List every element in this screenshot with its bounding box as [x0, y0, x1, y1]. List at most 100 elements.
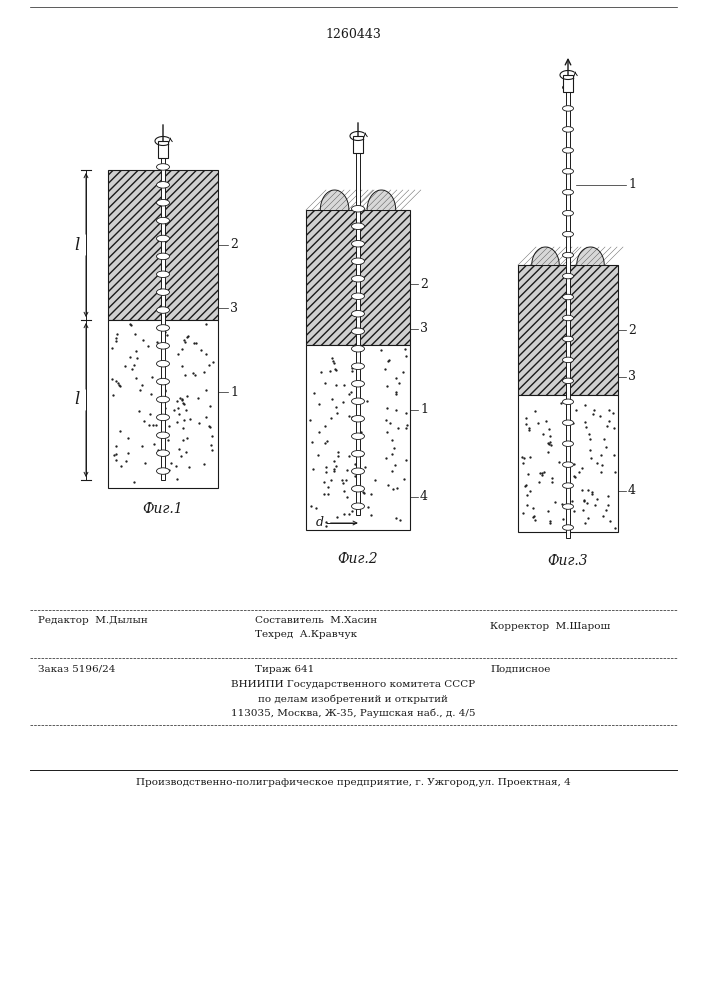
Ellipse shape: [563, 127, 573, 132]
Text: ВНИИПИ Государственного комитета СССР: ВНИИПИ Государственного комитета СССР: [231, 680, 475, 689]
Ellipse shape: [351, 450, 365, 457]
Ellipse shape: [351, 258, 365, 264]
Ellipse shape: [156, 325, 170, 331]
Ellipse shape: [563, 420, 573, 426]
Text: Фиг.3: Фиг.3: [548, 554, 588, 568]
Ellipse shape: [351, 223, 365, 230]
Ellipse shape: [563, 483, 573, 488]
Text: Тираж 641: Тираж 641: [255, 665, 314, 674]
Ellipse shape: [563, 378, 573, 384]
Ellipse shape: [351, 503, 365, 510]
Ellipse shape: [351, 328, 365, 334]
Bar: [563, 75, 573, 92]
Bar: [306, 210, 410, 345]
Text: 2: 2: [230, 238, 238, 251]
Ellipse shape: [563, 169, 573, 174]
Bar: [353, 136, 363, 153]
Ellipse shape: [563, 294, 573, 300]
Text: по делам изобретений и открытий: по делам изобретений и открытий: [258, 694, 448, 704]
Ellipse shape: [351, 398, 365, 404]
Ellipse shape: [563, 315, 573, 321]
Ellipse shape: [563, 273, 573, 279]
Ellipse shape: [563, 357, 573, 363]
Text: Заказ 5196/24: Заказ 5196/24: [38, 665, 115, 674]
Text: 113035, Москва, Ж-35, Раушская наб., д. 4/5: 113035, Москва, Ж-35, Раушская наб., д. …: [230, 708, 475, 718]
Ellipse shape: [351, 468, 365, 475]
Bar: [158, 141, 168, 158]
Ellipse shape: [563, 106, 573, 111]
Ellipse shape: [351, 433, 365, 440]
Text: Составитель  М.Хасин: Составитель М.Хасин: [255, 616, 377, 625]
Ellipse shape: [563, 85, 573, 90]
Text: Производственно-полиграфическое предприятие, г. Ужгород,ул. Проектная, 4: Производственно-полиграфическое предприя…: [136, 778, 571, 787]
Ellipse shape: [351, 346, 365, 352]
Text: 1: 1: [420, 403, 428, 416]
Bar: [518, 395, 618, 532]
Text: 1: 1: [230, 385, 238, 398]
Ellipse shape: [351, 275, 365, 282]
Ellipse shape: [156, 307, 170, 313]
Text: 2: 2: [628, 324, 636, 336]
Polygon shape: [577, 247, 604, 265]
Bar: [108, 320, 218, 488]
Text: d: d: [316, 516, 324, 530]
Text: 4: 4: [420, 490, 428, 503]
Ellipse shape: [156, 199, 170, 206]
Ellipse shape: [563, 525, 573, 530]
Polygon shape: [320, 190, 349, 210]
Text: 2: 2: [420, 278, 428, 291]
Ellipse shape: [563, 399, 573, 405]
Text: 3: 3: [628, 370, 636, 383]
Ellipse shape: [156, 217, 170, 224]
Text: Фиг.1: Фиг.1: [143, 502, 183, 516]
Ellipse shape: [563, 190, 573, 195]
Ellipse shape: [351, 416, 365, 422]
Ellipse shape: [563, 210, 573, 216]
Ellipse shape: [351, 293, 365, 300]
Ellipse shape: [563, 441, 573, 446]
Ellipse shape: [351, 380, 365, 387]
Ellipse shape: [156, 253, 170, 260]
Bar: [306, 345, 410, 530]
Ellipse shape: [156, 271, 170, 278]
Text: Корректор  М.Шарош: Корректор М.Шарош: [490, 622, 610, 631]
Ellipse shape: [351, 310, 365, 317]
Ellipse shape: [156, 235, 170, 242]
Bar: [518, 265, 618, 395]
Polygon shape: [367, 190, 396, 210]
Ellipse shape: [563, 336, 573, 342]
Ellipse shape: [351, 363, 365, 369]
Ellipse shape: [156, 289, 170, 295]
Text: 1260443: 1260443: [325, 28, 381, 41]
Bar: [161, 158, 165, 480]
Ellipse shape: [156, 164, 170, 170]
Bar: [356, 153, 360, 515]
Ellipse shape: [563, 504, 573, 509]
Ellipse shape: [351, 486, 365, 492]
Ellipse shape: [351, 240, 365, 247]
Ellipse shape: [156, 378, 170, 385]
Ellipse shape: [156, 414, 170, 421]
Ellipse shape: [563, 231, 573, 237]
Polygon shape: [532, 247, 559, 265]
Text: 3: 3: [420, 322, 428, 336]
Ellipse shape: [156, 396, 170, 403]
Text: l: l: [75, 391, 80, 408]
Ellipse shape: [563, 252, 573, 258]
Text: 3: 3: [230, 302, 238, 314]
Text: 4: 4: [628, 484, 636, 497]
Ellipse shape: [156, 343, 170, 349]
Bar: [108, 170, 218, 320]
Bar: [566, 75, 570, 538]
Ellipse shape: [156, 432, 170, 439]
Ellipse shape: [156, 468, 170, 474]
Text: 1: 1: [628, 178, 636, 192]
Text: l: l: [75, 236, 80, 253]
Ellipse shape: [563, 148, 573, 153]
Text: Техред  А.Кравчук: Техред А.Кравчук: [255, 630, 357, 639]
Ellipse shape: [156, 450, 170, 456]
Text: Подписное: Подписное: [490, 665, 550, 674]
Text: Редактор  М.Дылын: Редактор М.Дылын: [38, 616, 148, 625]
Ellipse shape: [156, 360, 170, 367]
Ellipse shape: [563, 462, 573, 467]
